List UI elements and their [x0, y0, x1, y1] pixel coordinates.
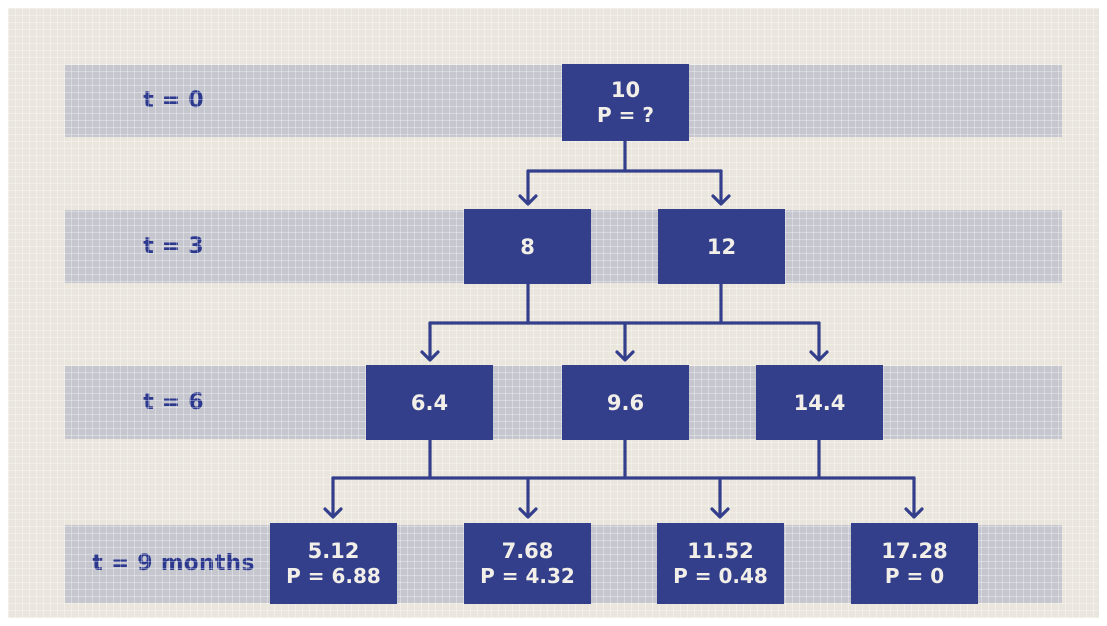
- time-label-t6: t = 6: [143, 389, 204, 415]
- tree-node-t6-14.4: 14.4: [756, 365, 883, 440]
- node-value: 9.6: [606, 390, 645, 415]
- node-payoff: P = 4.32: [480, 564, 575, 588]
- node-value: 7.68: [501, 539, 554, 563]
- tree-node-t9-7.68: 7.68 P = 4.32: [464, 523, 591, 604]
- node-value: 8: [520, 234, 535, 259]
- tree-node-t3-12: 12: [658, 209, 785, 284]
- node-value: 11.52: [687, 539, 754, 563]
- node-value: 14.4: [793, 390, 846, 415]
- time-label-t9: t = 9 months: [92, 551, 255, 576]
- tree-node-t3-8: 8: [464, 209, 591, 284]
- tree-node-t9-11.52: 11.52 P = 0.48: [657, 523, 784, 604]
- node-value: 10: [610, 78, 641, 102]
- node-value: 5.12: [307, 539, 360, 563]
- node-value: 6.4: [410, 390, 449, 415]
- tree-node-t0-10: 10 P = ?: [562, 64, 689, 141]
- node-payoff: P = 0.48: [673, 564, 768, 588]
- node-payoff: P = ?: [597, 103, 654, 127]
- connector-level2-to-level3: [323, 438, 924, 519]
- tree-node-t9-17.28: 17.28 P = 0: [851, 523, 978, 604]
- connector-level0-to-level1: [518, 139, 731, 206]
- tree-node-t6-9.6: 9.6: [562, 365, 689, 440]
- diagram-canvas: t = 0 t = 3 t = 6 t = 9 months: [8, 8, 1099, 618]
- tree-node-t6-6.4: 6.4: [366, 365, 493, 440]
- tree-node-t9-5.12: 5.12 P = 6.88: [270, 523, 397, 604]
- connector-level1-to-level2: [420, 282, 829, 362]
- time-label-t3: t = 3: [143, 233, 204, 259]
- time-label-t0: t = 0: [143, 88, 204, 113]
- node-payoff: P = 6.88: [286, 564, 381, 588]
- node-payoff: P = 0: [884, 564, 945, 588]
- node-value: 12: [706, 234, 737, 259]
- node-value: 17.28: [881, 539, 948, 563]
